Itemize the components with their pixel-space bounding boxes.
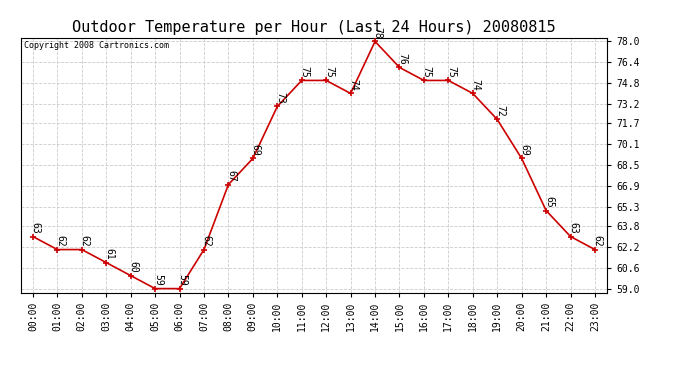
- Text: 62: 62: [55, 235, 65, 247]
- Text: 73: 73: [275, 92, 285, 104]
- Text: 72: 72: [495, 105, 505, 117]
- Text: 74: 74: [348, 79, 358, 91]
- Text: 63: 63: [569, 222, 578, 234]
- Text: 76: 76: [397, 53, 407, 64]
- Text: 60: 60: [128, 261, 139, 273]
- Text: 62: 62: [201, 235, 212, 247]
- Text: 75: 75: [446, 66, 456, 78]
- Text: 61: 61: [104, 248, 114, 260]
- Text: 63: 63: [30, 222, 41, 234]
- Text: 59: 59: [153, 274, 163, 286]
- Text: 74: 74: [471, 79, 480, 91]
- Text: 62: 62: [79, 235, 90, 247]
- Text: 75: 75: [422, 66, 432, 78]
- Text: 75: 75: [299, 66, 310, 78]
- Text: 67: 67: [226, 170, 236, 182]
- Text: 69: 69: [520, 144, 529, 156]
- Text: 75: 75: [324, 66, 334, 78]
- Text: 62: 62: [593, 235, 603, 247]
- Text: 65: 65: [544, 196, 554, 208]
- Title: Outdoor Temperature per Hour (Last 24 Hours) 20080815: Outdoor Temperature per Hour (Last 24 Ho…: [72, 20, 555, 35]
- Text: 69: 69: [250, 144, 261, 156]
- Text: 78: 78: [373, 27, 383, 39]
- Text: 59: 59: [177, 274, 187, 286]
- Text: Copyright 2008 Cartronics.com: Copyright 2008 Cartronics.com: [23, 41, 168, 50]
